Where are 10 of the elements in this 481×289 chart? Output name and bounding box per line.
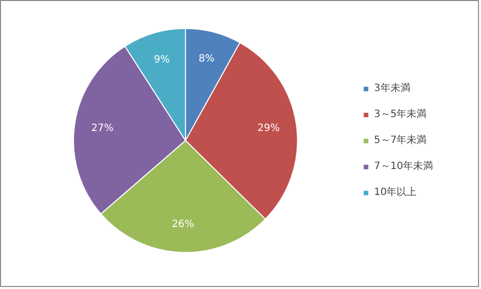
legend-label: 10年以上: [374, 186, 417, 199]
legend-label: 5～7年未満: [374, 134, 427, 147]
data-label: 9%: [154, 54, 170, 66]
legend-label: 3～5年未満: [374, 108, 427, 121]
legend-label: 7～10年未満: [374, 160, 434, 173]
legend-label: 3年未満: [374, 82, 410, 95]
data-label: 29%: [258, 123, 280, 134]
data-label: 27%: [91, 123, 114, 134]
data-label: 8%: [198, 54, 215, 65]
data-label: 26%: [172, 218, 194, 230]
